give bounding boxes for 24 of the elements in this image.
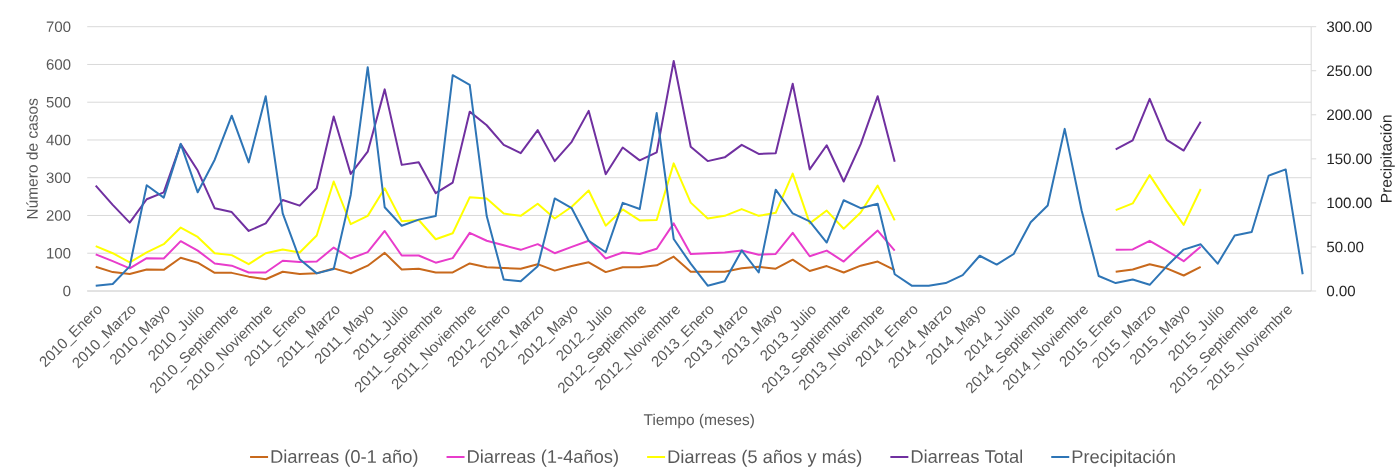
- legend-label: Diarreas (5 años y más): [668, 449, 862, 467]
- y-tick-label: 400: [46, 134, 71, 146]
- y-tick-label: 200: [46, 210, 71, 221]
- y2-tick-label: 0.00: [1326, 285, 1355, 297]
- y2-axis-title: Precipitación: [1380, 115, 1395, 202]
- y2-tick-label: 250.00: [1327, 65, 1372, 77]
- y-tick-label: 600: [46, 59, 71, 70]
- y2-tick-label: 50.00: [1326, 241, 1364, 253]
- y-tick-label: 500: [46, 96, 71, 108]
- y-tick-label: 700: [46, 21, 71, 32]
- y-tick-label: 300: [46, 172, 71, 184]
- y-axis-title: Número de casos: [26, 98, 38, 219]
- y-tick-label: 0: [63, 285, 71, 297]
- legend-label: Diarreas Total: [911, 449, 1023, 464]
- legend-label: Diarreas (1-4años): [468, 449, 618, 467]
- y2-tick-label: 300.00: [1326, 21, 1372, 32]
- y-tick-label: 100: [47, 247, 71, 259]
- legend-label: Precipitación: [1072, 449, 1175, 467]
- x-axis-title: Tiempo (meses): [643, 413, 754, 429]
- line-series: [94, 66, 1304, 287]
- y2-tick-label: 200.00: [1327, 109, 1372, 121]
- legend-label: Diarreas (0-1 año): [271, 449, 418, 467]
- y2-tick-label: 150.00: [1327, 153, 1372, 165]
- y2-tick-label: 100.00: [1327, 197, 1372, 209]
